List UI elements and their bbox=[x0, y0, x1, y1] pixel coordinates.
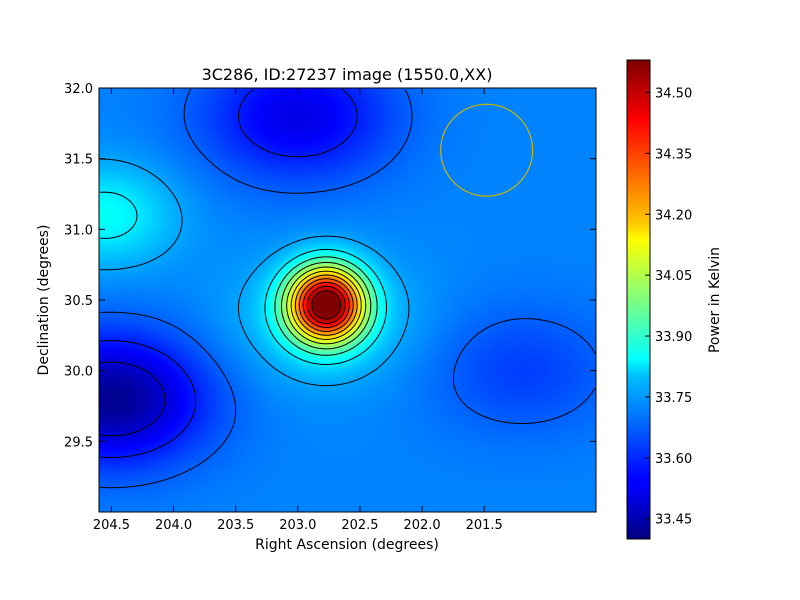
colorbar-label: Power in Kelvin bbox=[707, 247, 723, 353]
x-tick-label: 201.5 bbox=[466, 518, 503, 533]
colorbar-tick-label: 34.05 bbox=[655, 269, 692, 284]
contour-line bbox=[311, 290, 342, 320]
contour-line bbox=[298, 278, 354, 332]
colorbar-tick-label: 33.90 bbox=[655, 330, 692, 345]
contour-line bbox=[281, 261, 372, 350]
y-axis-ticks: 29.5 30.0 30.5 31.0 31.5 32.0 bbox=[64, 82, 596, 450]
heatmap-image bbox=[99, 88, 596, 512]
y-tick-label: 31.5 bbox=[64, 153, 93, 168]
y-tick-label: 31.0 bbox=[64, 223, 93, 238]
colorbar-tick-label: 33.60 bbox=[655, 452, 692, 467]
contour-line bbox=[286, 266, 367, 345]
chart-title: 3C286, ID:27237 image (1550.0,XX) bbox=[202, 65, 493, 84]
x-tick-label: 204.0 bbox=[155, 518, 192, 533]
y-tick-label: 29.5 bbox=[64, 435, 93, 450]
contour-line bbox=[294, 274, 358, 336]
contour-line bbox=[306, 285, 346, 324]
colorbar-tick-label: 33.45 bbox=[655, 513, 692, 528]
colorbar-tick-label: 34.35 bbox=[655, 147, 692, 162]
x-axis-label: Right Ascension (degrees) bbox=[255, 537, 439, 553]
y-axis-label: Declination (degrees) bbox=[36, 225, 52, 376]
x-tick-label: 202.0 bbox=[403, 518, 440, 533]
contour-line bbox=[274, 256, 378, 356]
x-tick-label: 203.0 bbox=[279, 518, 316, 533]
x-tick-label: 203.5 bbox=[217, 518, 254, 533]
heatmap-area bbox=[99, 88, 596, 512]
x-axis-ticks: 204.5 204.0 203.5 203.0 202.5 202.0 201.5 bbox=[93, 88, 503, 533]
colorbar-tick-label: 33.75 bbox=[655, 391, 692, 406]
colorbar-ticks: 33.45 33.60 33.75 33.90 34.05 34.20 34.35 34.50 bbox=[645, 86, 692, 528]
y-tick-label: 30.5 bbox=[64, 294, 93, 309]
colorbar bbox=[626, 59, 651, 540]
x-tick-label: 202.5 bbox=[341, 518, 378, 533]
x-tick-label: 204.5 bbox=[93, 518, 130, 533]
contour-line bbox=[302, 281, 350, 328]
contour-line bbox=[100, 361, 166, 437]
contour-line bbox=[100, 191, 387, 365]
colorbar-tick-label: 34.20 bbox=[655, 208, 692, 223]
y-tick-label: 30.0 bbox=[64, 365, 93, 380]
beam-circle bbox=[440, 103, 534, 197]
contour-lines bbox=[100, 88, 596, 489]
contour-line bbox=[100, 88, 596, 489]
contour-line bbox=[100, 88, 358, 458]
y-tick-label: 32.0 bbox=[64, 82, 93, 97]
colorbar-tick-label: 34.50 bbox=[655, 86, 692, 101]
contour-line bbox=[290, 270, 362, 340]
